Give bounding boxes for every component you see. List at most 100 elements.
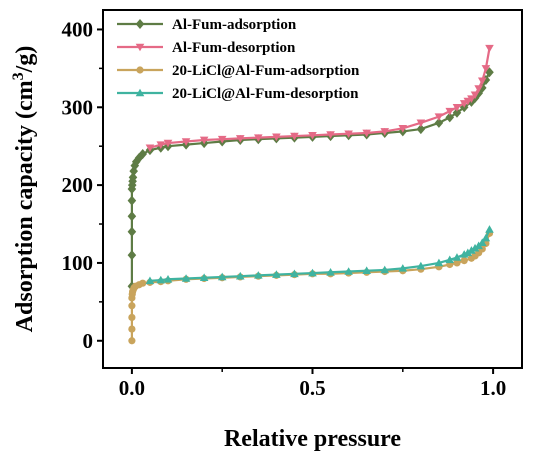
legend-label: 20-LiCl@Al-Fum-adsorption: [172, 63, 360, 79]
y-tick-label: 300: [62, 95, 94, 119]
data-point: [362, 129, 371, 138]
series-2: [145, 44, 494, 153]
series-line: [130, 71, 491, 287]
data-point: [127, 226, 137, 237]
legend-label: 20-LiCl@Al-Fum-desorption: [172, 86, 359, 102]
series-line: [149, 229, 491, 282]
data-point: [128, 325, 136, 333]
data-point: [485, 67, 494, 78]
data-point: [398, 264, 408, 272]
data-point: [398, 124, 408, 133]
data-point: [467, 95, 476, 104]
data-point: [326, 131, 335, 139]
y-tick-label: 200: [62, 173, 94, 197]
y-axis-label-main: Adsorption capacity (cm: [12, 80, 38, 332]
axis-ticks: 0.0 0.5 1.0 0 100 200 300 400: [62, 17, 507, 400]
legend-item: Al-Fum-desorption: [117, 40, 296, 56]
data-point: [434, 258, 444, 267]
x-axis-label: Relative pressure: [224, 426, 401, 452]
data-point: [380, 128, 390, 136]
data-point: [272, 270, 281, 278]
legend-marker: [136, 66, 144, 74]
x-tick-label: 1.0: [480, 376, 506, 400]
data-point: [181, 138, 191, 146]
chart-marks: [127, 44, 494, 345]
data-point: [460, 257, 468, 265]
data-point: [481, 233, 491, 242]
series-line: [130, 232, 491, 341]
data-point: [416, 261, 426, 270]
data-point: [453, 259, 461, 267]
legend-item: 20-LiCl@Al-Fum-desorption: [117, 86, 359, 102]
data-point: [452, 253, 462, 261]
data-point: [470, 91, 480, 100]
data-point: [138, 148, 148, 159]
data-point: [131, 156, 141, 167]
legend: Al-Fum-adsorption Al-Fum-desorption 20-LiC…: [117, 17, 360, 102]
data-point: [128, 302, 136, 310]
data-point: [199, 136, 209, 145]
x-tick-label: 0.5: [299, 376, 325, 400]
y-axis-label-superscript: 3: [10, 72, 27, 80]
data-point: [481, 65, 491, 73]
data-point: [128, 313, 136, 322]
data-point: [127, 250, 137, 261]
data-point: [474, 85, 483, 93]
x-tick-label: 0.0: [119, 376, 145, 400]
y-tick-label: 400: [62, 17, 94, 41]
data-point: [434, 113, 444, 121]
data-point: [130, 160, 140, 171]
data-point: [272, 133, 281, 142]
data-point: [290, 269, 299, 278]
data-point: [445, 255, 455, 264]
data-point: [156, 141, 166, 149]
data-point: [199, 273, 209, 282]
y-tick-label: 100: [62, 251, 94, 275]
data-point: [344, 130, 353, 139]
data-point: [434, 117, 444, 128]
data-point: [452, 107, 462, 118]
legend-item: 20-LiCl@Al-Fum-adsorption: [117, 63, 360, 79]
data-point: [290, 132, 299, 141]
data-point: [445, 112, 455, 123]
y-axis-label: Adsorption capacity (cm3/g): [10, 46, 38, 333]
legend-marker: [135, 88, 145, 97]
series-3: [128, 229, 494, 345]
data-point: [163, 274, 173, 283]
legend-label: Al-Fum-adsorption: [172, 17, 297, 33]
data-point: [416, 124, 426, 135]
legend-item: Al-Fum-adsorption: [117, 17, 297, 33]
data-point: [452, 103, 462, 112]
data-point: [485, 44, 494, 53]
data-point: [326, 267, 335, 276]
data-point: [139, 279, 147, 287]
data-point: [344, 267, 353, 275]
data-point: [145, 144, 155, 153]
data-point: [445, 107, 455, 116]
data-point: [128, 172, 138, 183]
data-point: [477, 77, 487, 86]
data-point: [235, 271, 245, 280]
data-point: [463, 97, 473, 106]
data-point: [163, 139, 173, 148]
data-point: [362, 266, 371, 275]
data-point: [254, 134, 263, 142]
data-point: [145, 276, 155, 285]
data-point: [459, 100, 469, 108]
data-point: [156, 275, 166, 284]
data-point: [235, 135, 245, 143]
data-point: [459, 250, 469, 258]
data-point: [128, 337, 136, 345]
legend-marker: [135, 19, 145, 29]
data-point: [181, 274, 191, 282]
data-point: [380, 265, 390, 274]
series-4: [145, 225, 494, 285]
data-point: [308, 268, 317, 277]
data-point: [127, 195, 137, 206]
data-point: [254, 271, 263, 279]
data-point: [485, 225, 494, 233]
data-point: [217, 272, 227, 281]
data-point: [217, 135, 227, 144]
data-point: [416, 119, 426, 128]
